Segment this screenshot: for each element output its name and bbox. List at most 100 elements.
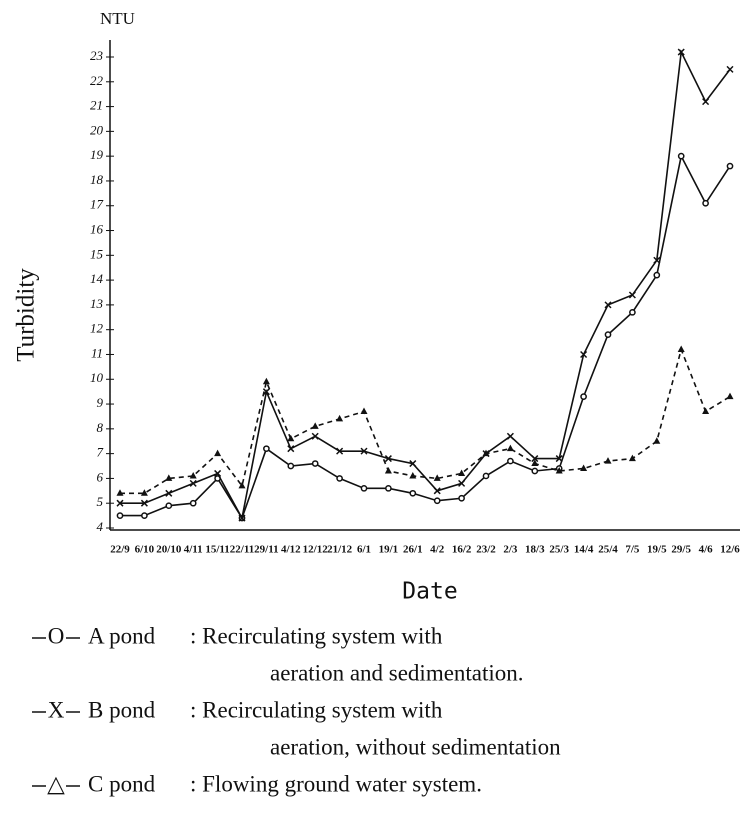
point bbox=[360, 484, 368, 492]
series-line bbox=[120, 49, 731, 521]
y-tick-label: 19 bbox=[90, 147, 104, 162]
point bbox=[482, 449, 490, 457]
point bbox=[189, 471, 197, 479]
point bbox=[238, 481, 246, 489]
x-tick-label: 25/3 bbox=[549, 544, 569, 556]
point bbox=[628, 454, 636, 462]
point bbox=[580, 350, 588, 359]
point bbox=[214, 469, 222, 477]
point bbox=[653, 256, 661, 264]
point bbox=[531, 467, 539, 475]
series-line bbox=[120, 346, 731, 495]
y-tick-label: 8 bbox=[97, 420, 104, 435]
x-tick-label: 2/3 bbox=[503, 544, 518, 556]
point bbox=[287, 462, 295, 470]
y-tick-label: 13 bbox=[90, 296, 104, 311]
y-tick-label: 22 bbox=[90, 73, 104, 88]
legend-description: : Recirculating system with bbox=[190, 697, 443, 722]
x-tick-label: 26/1 bbox=[403, 544, 423, 556]
point bbox=[311, 432, 319, 440]
x-tick-label: 21/12 bbox=[327, 544, 353, 556]
point bbox=[458, 469, 466, 476]
y-tick-label: 5 bbox=[97, 494, 104, 509]
point bbox=[336, 475, 343, 482]
point bbox=[531, 459, 539, 467]
y-tick-label: 7 bbox=[97, 445, 104, 460]
x-tick-label: 4/6 bbox=[699, 544, 714, 556]
x-tick-label: 25/4 bbox=[598, 544, 618, 556]
legend-marker: △ bbox=[47, 771, 65, 796]
legend-name: B pond bbox=[88, 697, 156, 722]
point bbox=[140, 489, 148, 496]
y-tick-label: 18 bbox=[90, 172, 104, 187]
x-tick-label: 29/11 bbox=[254, 544, 278, 556]
point bbox=[116, 512, 124, 519]
point bbox=[653, 437, 661, 444]
point bbox=[116, 489, 124, 496]
y-axis-label: Turbidity bbox=[13, 268, 40, 362]
x-tick-label: 20/10 bbox=[156, 544, 182, 556]
x-tick-label: 22/11 bbox=[230, 544, 254, 556]
point bbox=[189, 499, 197, 507]
series-line bbox=[120, 153, 731, 520]
point bbox=[726, 392, 734, 400]
x-tick-label: 29/5 bbox=[671, 544, 691, 556]
point bbox=[384, 455, 392, 463]
point bbox=[580, 464, 588, 472]
point bbox=[604, 331, 612, 338]
x-tick-label: 23/2 bbox=[476, 544, 496, 556]
point bbox=[628, 291, 636, 299]
point bbox=[165, 489, 173, 497]
legend-description: aeration and sedimentation. bbox=[270, 660, 524, 685]
point bbox=[531, 455, 539, 463]
y-tick-label: 12 bbox=[90, 321, 104, 336]
point bbox=[336, 447, 344, 455]
point bbox=[384, 466, 392, 474]
x-tick-label: 12/6 bbox=[720, 544, 740, 556]
point bbox=[677, 48, 685, 56]
point bbox=[238, 514, 246, 522]
point bbox=[482, 472, 490, 480]
y-tick-label: 17 bbox=[90, 197, 104, 212]
x-tick-label: 6/10 bbox=[135, 544, 155, 556]
point bbox=[580, 393, 587, 400]
point bbox=[140, 499, 148, 507]
y-tick-label: 15 bbox=[90, 246, 104, 261]
y-tick-label: 21 bbox=[90, 98, 103, 113]
point bbox=[433, 497, 441, 505]
point bbox=[336, 414, 344, 422]
x-tick-label: 22/9 bbox=[110, 544, 130, 556]
legend-marker: O bbox=[48, 623, 65, 648]
y-tick-label: 16 bbox=[90, 222, 104, 237]
y-tick-label: 4 bbox=[97, 519, 104, 534]
point bbox=[726, 162, 734, 170]
point bbox=[311, 422, 319, 429]
point bbox=[409, 489, 417, 497]
point bbox=[507, 457, 514, 465]
point bbox=[263, 445, 270, 453]
point bbox=[214, 449, 222, 457]
point bbox=[116, 499, 124, 507]
point bbox=[433, 487, 441, 495]
point bbox=[702, 199, 709, 207]
x-tick-label: 15/11 bbox=[205, 544, 229, 556]
point bbox=[287, 434, 295, 442]
x-tick-label: 12/12 bbox=[303, 544, 329, 556]
y-tick-label: 11 bbox=[91, 345, 103, 360]
x-tick-label: 16/2 bbox=[452, 544, 472, 556]
legend-name: C pond bbox=[88, 771, 156, 796]
y-tick-label: 10 bbox=[90, 370, 104, 385]
point bbox=[677, 345, 685, 353]
legend-description: : Recirculating system with bbox=[190, 623, 443, 648]
point bbox=[458, 494, 465, 502]
legend-description: : Flowing ground water system. bbox=[190, 771, 482, 796]
point bbox=[653, 271, 661, 279]
legend-marker: X bbox=[48, 697, 65, 722]
x-tick-label: 4/2 bbox=[430, 544, 445, 556]
point bbox=[604, 457, 612, 464]
point bbox=[726, 65, 734, 73]
point bbox=[189, 479, 197, 487]
point bbox=[677, 152, 685, 160]
point bbox=[702, 407, 710, 414]
